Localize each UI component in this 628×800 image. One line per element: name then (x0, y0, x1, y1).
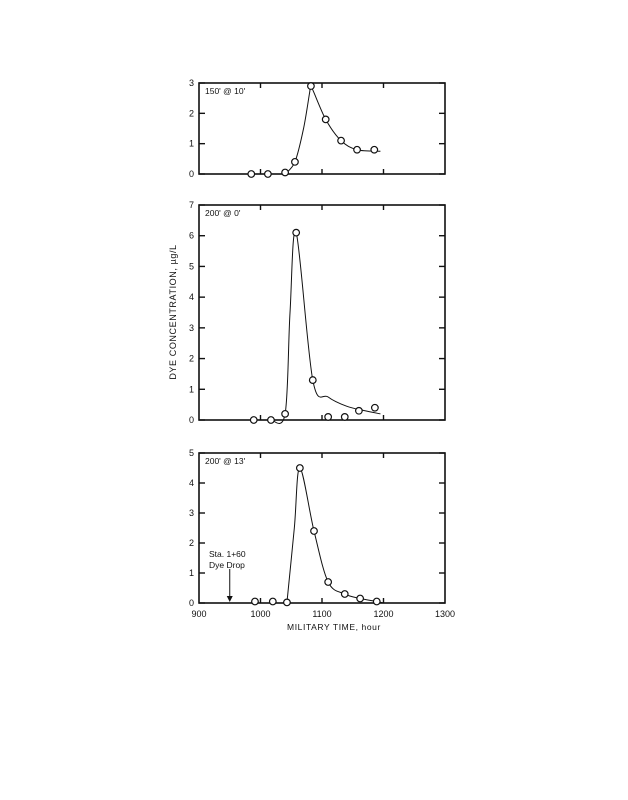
plot-frame (198, 452, 446, 604)
y-tick-label: 1 (189, 568, 194, 578)
y-tick-label: 4 (189, 478, 194, 488)
data-point (340, 590, 349, 598)
data-point (370, 403, 379, 412)
data-point (353, 145, 361, 154)
y-axis-label: DYE CONCENTRATION, µg/L (168, 244, 178, 379)
data-point (283, 598, 291, 607)
y-tick-label: 2 (189, 354, 194, 364)
data-point (307, 82, 315, 90)
fitted-curve (284, 83, 381, 175)
x-tick-label: 1300 (435, 609, 455, 619)
data-point (281, 409, 290, 418)
data-point (310, 527, 318, 535)
data-point (295, 464, 304, 472)
data-point (292, 228, 301, 237)
y-tick-label: 0 (189, 598, 194, 608)
data-point (321, 115, 330, 124)
panel-2: 0 1 2 3 4 5 6 7 200' @ 0' (189, 200, 446, 425)
data-point (356, 594, 365, 603)
y-tick-label: 5 (189, 261, 194, 271)
data-point (324, 578, 333, 586)
data-point (267, 416, 275, 424)
data-point (291, 157, 299, 166)
fitted-curve (270, 230, 381, 424)
data-point (249, 416, 258, 424)
data-point (324, 413, 333, 421)
y-tick-label: 3 (189, 508, 194, 518)
data-point (308, 376, 317, 384)
fitted-curve (286, 467, 384, 604)
plot-frame (198, 82, 446, 175)
y-tick-label: 2 (189, 108, 194, 118)
y-tick-label: 3 (189, 323, 194, 333)
data-point (372, 597, 381, 606)
data-point (281, 168, 290, 177)
y-tick-label: 3 (189, 78, 194, 88)
panel-3: 0 1 2 3 4 5 900 1000 1100 1200 1300 200' @ 13' MILIT… (189, 448, 455, 632)
data-point (340, 413, 349, 421)
panel-title: 200' @ 0' (205, 208, 241, 218)
data-point (337, 136, 345, 145)
y-tick-label: 6 (189, 231, 194, 241)
y-tick-label: 1 (189, 139, 194, 149)
y-tick-label: 4 (189, 292, 194, 302)
data-point (370, 145, 379, 154)
x-tick-label: 1100 (312, 609, 331, 619)
y-tick-label: 7 (189, 200, 194, 210)
y-tick-label: 0 (189, 169, 194, 179)
y-tick-label: 0 (189, 415, 194, 425)
annotation-arrow-head (226, 596, 233, 602)
data-point (268, 597, 277, 606)
plot-frame (198, 204, 446, 421)
panel-title: 200' @ 13' (205, 456, 246, 466)
x-tick-label: 1000 (250, 609, 270, 619)
panel-1: 0 1 2 3 150' @ 10' (189, 78, 446, 179)
y-tick-label: 5 (189, 448, 194, 458)
x-tick-label: 900 (191, 609, 206, 619)
annotation-text: Dye Drop (209, 560, 245, 570)
annotation-text: Sta. 1+60 (209, 549, 246, 559)
x-axis-label: MILITARY TIME, hour (287, 622, 381, 632)
y-tick-label: 1 (189, 384, 194, 394)
data-point (251, 597, 259, 606)
data-point (263, 170, 272, 178)
panel-title: 150' @ 10' (205, 86, 246, 96)
x-tick-label: 1200 (373, 609, 393, 619)
data-point (355, 406, 363, 415)
y-tick-label: 2 (189, 538, 194, 548)
data-point (247, 170, 256, 178)
